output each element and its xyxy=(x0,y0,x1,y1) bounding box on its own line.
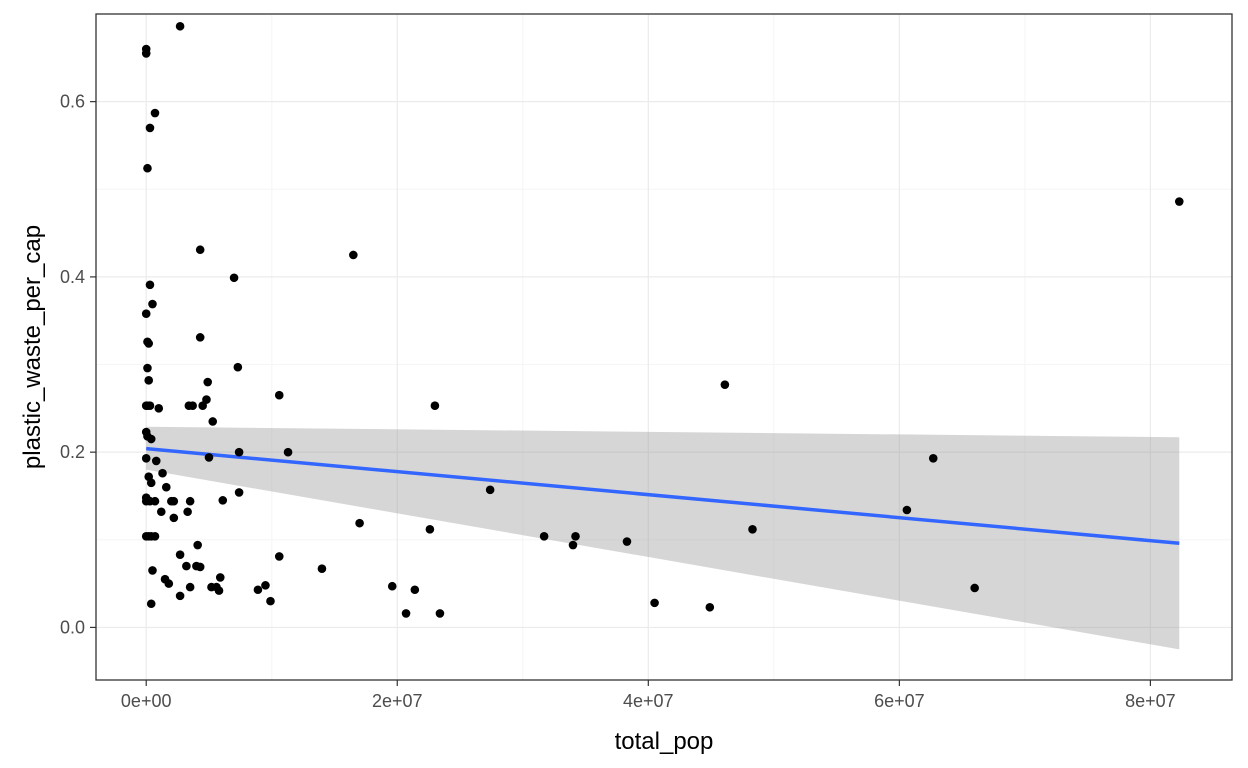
data-point xyxy=(387,581,397,591)
data-point xyxy=(183,507,192,517)
data-point xyxy=(214,586,224,595)
data-point xyxy=(430,401,440,411)
data-point xyxy=(410,585,420,595)
data-point xyxy=(274,390,284,400)
data-point xyxy=(253,585,263,595)
data-point xyxy=(175,21,185,31)
data-point xyxy=(198,401,207,411)
data-point xyxy=(425,524,435,534)
data-point xyxy=(720,380,730,389)
data-point xyxy=(485,485,495,495)
y-axis-title: plastic_waste_per_cap xyxy=(19,225,46,469)
data-point xyxy=(195,562,205,572)
data-point xyxy=(185,582,195,592)
data-point xyxy=(650,598,659,608)
data-point xyxy=(571,531,580,541)
data-point xyxy=(146,434,156,444)
data-point xyxy=(355,518,364,528)
data-point xyxy=(261,581,270,590)
data-point xyxy=(266,596,275,606)
data-point xyxy=(234,447,244,457)
data-point xyxy=(188,401,197,411)
data-point xyxy=(193,540,202,550)
data-point xyxy=(195,333,205,342)
data-point xyxy=(175,591,185,601)
data-point xyxy=(141,309,151,319)
data-point xyxy=(274,552,284,561)
data-point xyxy=(169,513,179,523)
data-point xyxy=(748,524,757,534)
data-point xyxy=(317,564,327,574)
data-point xyxy=(151,456,161,466)
x-tick-label: 6e+07 xyxy=(874,691,925,711)
data-point xyxy=(539,531,549,541)
major-gridlines xyxy=(96,14,1232,680)
data-point xyxy=(234,488,244,497)
data-point xyxy=(145,123,155,133)
data-point xyxy=(148,566,157,575)
x-tick-label: 4e+07 xyxy=(623,691,674,711)
data-point xyxy=(146,478,156,488)
data-point xyxy=(145,401,155,411)
data-point xyxy=(161,482,171,492)
data-point xyxy=(150,108,160,118)
data-point xyxy=(146,599,156,609)
confidence-ribbon xyxy=(146,426,1180,650)
y-axis-ticks: 0.0 0.2 0.4 0.6 xyxy=(60,92,96,637)
data-point xyxy=(144,376,154,385)
minor-gridlines xyxy=(96,13,1232,680)
data-point xyxy=(204,453,214,462)
data-point xyxy=(143,363,152,373)
data-point xyxy=(195,245,205,255)
data-point xyxy=(401,609,411,618)
data-point xyxy=(970,583,979,593)
data-point xyxy=(169,496,179,506)
data-point xyxy=(154,404,164,413)
data-point xyxy=(182,561,191,571)
data-point xyxy=(145,280,155,290)
x-tick-label: 0e+00 xyxy=(121,691,172,711)
data-point xyxy=(229,273,239,283)
data-point xyxy=(144,339,154,348)
data-point xyxy=(928,453,938,463)
data-point xyxy=(164,579,174,588)
data-point xyxy=(568,540,578,550)
regression-line xyxy=(146,446,1180,546)
data-point xyxy=(215,573,225,582)
data-point xyxy=(175,550,185,559)
data-point xyxy=(435,609,445,618)
data-point xyxy=(218,496,228,505)
data-point xyxy=(150,496,160,506)
data-point xyxy=(185,496,195,506)
y-tick-label: 0.0 xyxy=(60,617,85,637)
data-point xyxy=(143,163,152,173)
data-point xyxy=(141,453,151,463)
data-points xyxy=(141,21,1184,618)
data-point xyxy=(902,505,912,515)
data-point xyxy=(156,507,166,517)
panel-border xyxy=(95,13,1233,681)
x-axis-ticks: 0e+00 2e+07 4e+07 6e+07 8e+07 xyxy=(121,680,1176,711)
data-point xyxy=(158,468,167,478)
data-point xyxy=(148,299,157,309)
x-axis-title: total_pop xyxy=(615,728,714,755)
y-tick-label: 0.4 xyxy=(60,267,85,287)
data-point xyxy=(349,250,358,260)
data-point xyxy=(233,362,243,372)
x-tick-label: 8e+07 xyxy=(1125,691,1176,711)
data-point xyxy=(283,447,293,457)
data-point xyxy=(150,531,160,541)
data-point xyxy=(1174,197,1184,206)
data-point xyxy=(705,602,715,612)
data-point xyxy=(141,49,151,58)
data-point xyxy=(622,537,632,546)
data-point xyxy=(208,417,218,426)
y-tick-label: 0.2 xyxy=(60,442,85,462)
y-tick-label: 0.6 xyxy=(60,92,85,112)
data-point xyxy=(203,377,213,387)
x-tick-label: 2e+07 xyxy=(372,691,423,711)
